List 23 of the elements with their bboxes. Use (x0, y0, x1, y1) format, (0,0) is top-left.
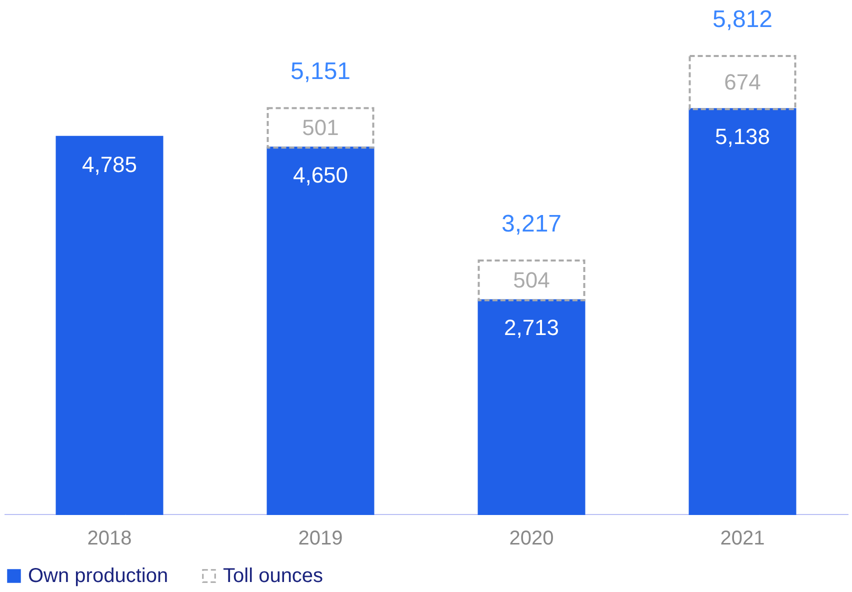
bar (478, 259, 586, 302)
data-label: 504 (513, 267, 550, 292)
bar (266, 146, 374, 515)
bar (266, 107, 374, 149)
bar (688, 108, 796, 515)
data-label: 4,650 (292, 162, 348, 188)
x-tick-label: 2020 (509, 528, 554, 550)
bar (688, 55, 796, 110)
total-label: 5,151 (290, 58, 351, 86)
data-label: 501 (302, 114, 339, 140)
bar (478, 299, 586, 515)
x-tick-label: 2018 (87, 528, 132, 550)
total-label: 5,812 (712, 6, 773, 33)
x-tick-label: 2021 (720, 528, 765, 550)
data-label: 2,713 (504, 315, 560, 340)
x-tick-label: 2019 (298, 528, 343, 550)
bar (56, 136, 164, 515)
legend-label: Toll ounces (223, 565, 324, 587)
data-label: 4,785 (82, 152, 138, 177)
data-label: 674 (724, 70, 761, 95)
total-label: 3,217 (501, 210, 562, 238)
legend-label: Own production (28, 565, 168, 587)
data-label: 5,138 (714, 124, 770, 150)
